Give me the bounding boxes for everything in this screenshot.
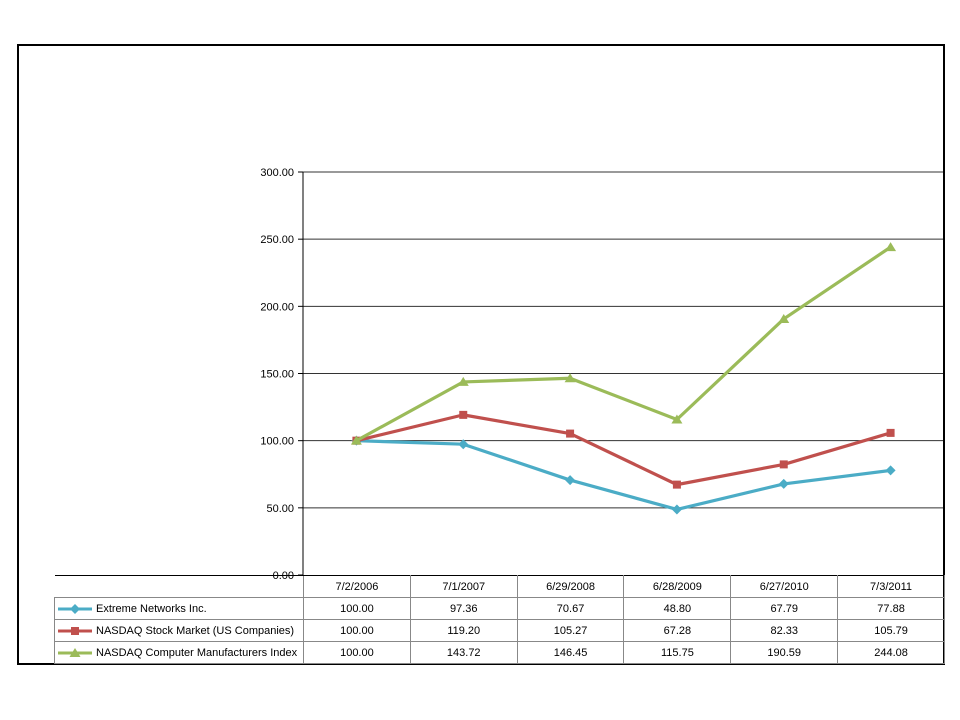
- date-cell: 6/27/2010: [730, 575, 839, 598]
- date-cell: 6/29/2008: [516, 575, 625, 598]
- square-marker: [886, 428, 895, 437]
- series-table-row: NASDAQ Computer Manufacturers Index 100.0…: [54, 641, 945, 664]
- date-cell: 7/2/2006: [303, 575, 411, 598]
- diamond-legend-marker: [70, 603, 80, 614]
- y-tick-label: 150.00: [260, 369, 294, 381]
- value-cell: 115.75: [623, 641, 732, 664]
- chart-frame: 0.00 50.00 100.00 150.00 200.00 250.00 300.00 …: [17, 44, 945, 665]
- triangle-marker: [885, 242, 897, 252]
- value-cell: 105.27: [516, 619, 625, 642]
- diamond-marker: [565, 475, 576, 486]
- value-cell: 77.88: [837, 597, 945, 620]
- performance-data-table: 7/2/2006 7/1/2007 6/29/2008 6/28/2009 6/27/2…: [54, 575, 945, 664]
- series-line: [356, 413, 892, 487]
- triangle-marker: [564, 373, 576, 383]
- series-line: [355, 245, 892, 443]
- value-cell: 67.79: [730, 597, 839, 620]
- value-cell: 100.00: [303, 619, 411, 642]
- triangle-marker: [778, 313, 790, 323]
- legend-label: NASDAQ Stock Market (US Companies): [96, 624, 295, 637]
- square-marker: [779, 460, 788, 469]
- y-tick-label: 300.00: [260, 167, 294, 179]
- diamond-marker: [778, 478, 789, 489]
- value-cell: 100.00: [303, 597, 411, 620]
- square-marker: [459, 410, 468, 419]
- diamond-marker: [885, 465, 896, 476]
- date-cell: 7/1/2007: [409, 575, 518, 598]
- diamond-marker: [671, 504, 682, 515]
- y-tick-label: 200.00: [260, 301, 294, 313]
- date-header-row: 7/2/2006 7/1/2007 6/29/2008 6/28/2009 6/27/2…: [54, 575, 945, 598]
- diamond-marker: [458, 439, 469, 450]
- legend-label: Extreme Networks Inc.: [96, 602, 207, 615]
- square-legend-swatch: [58, 626, 92, 635]
- legend-cell: Extreme Networks Inc.: [54, 597, 304, 620]
- value-cell: 105.79: [837, 619, 945, 642]
- value-cell: 48.80: [623, 597, 732, 620]
- value-cell: 97.36: [409, 597, 518, 620]
- date-cell: 7/3/2011: [837, 575, 945, 598]
- value-cell: 244.08: [837, 641, 945, 664]
- diamond-legend-swatch: [58, 603, 92, 614]
- value-cell: 119.20: [409, 619, 518, 642]
- date-cell: 6/28/2009: [623, 575, 732, 598]
- legend-entry: NASDAQ Stock Market (US Companies): [58, 625, 301, 637]
- series-line: [356, 439, 891, 512]
- value-cell: 67.28: [623, 619, 732, 642]
- triangle-legend-marker: [69, 647, 81, 657]
- value-cell: 70.67: [516, 597, 625, 620]
- legend-entry: Extreme Networks Inc.: [58, 603, 301, 615]
- series-table-row: NASDAQ Stock Market (US Companies) 100.00…: [54, 619, 945, 642]
- value-cell: 190.59: [730, 641, 839, 664]
- value-cell: 146.45: [516, 641, 625, 664]
- legend-cell: NASDAQ Computer Manufacturers Index: [54, 641, 304, 664]
- triangle-marker: [350, 435, 362, 445]
- value-cell: 82.33: [730, 619, 839, 642]
- value-cell: 100.00: [303, 641, 411, 664]
- legend-cell: NASDAQ Stock Market (US Companies): [54, 619, 304, 642]
- square-marker: [566, 429, 575, 438]
- square-legend-marker: [71, 626, 79, 635]
- triangle-legend-swatch: [58, 647, 92, 657]
- y-tick-label: 250.00: [260, 234, 294, 246]
- y-tick-label: 50.00: [266, 503, 294, 515]
- triangle-marker: [457, 376, 469, 386]
- blank-corner-cell: [54, 575, 304, 598]
- series-table-row: Extreme Networks Inc. 100.00 97.36 70.67 48.…: [54, 597, 945, 620]
- y-tick-label: 100.00: [260, 436, 294, 448]
- square-marker: [672, 480, 681, 489]
- legend-entry: NASDAQ Computer Manufacturers Index: [58, 647, 301, 659]
- triangle-marker: [671, 414, 683, 424]
- value-cell: 143.72: [409, 641, 518, 664]
- legend-label: NASDAQ Computer Manufacturers Index: [96, 646, 298, 659]
